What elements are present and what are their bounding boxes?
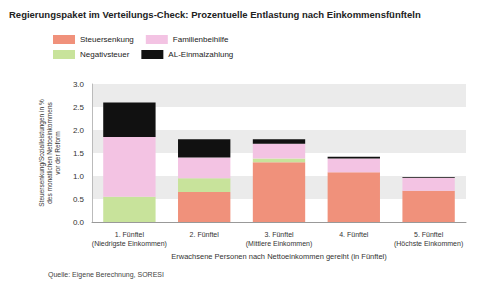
svg-text:4. Fünftel: 4. Fünftel xyxy=(339,231,369,238)
svg-text:des monatlichen Nettoeinkommen: des monatlichen Nettoeinkommens xyxy=(46,101,53,203)
svg-text:Steuersenkung/Sozialleistungen: Steuersenkung/Sozialleistungen in % xyxy=(38,99,46,207)
svg-text:Steuersenkung: Steuersenkung xyxy=(80,35,134,44)
svg-text:5. Fünftel: 5. Fünftel xyxy=(414,231,444,238)
svg-text:2.0: 2.0 xyxy=(73,126,85,135)
svg-text:3.0: 3.0 xyxy=(73,80,85,89)
svg-text:1.0: 1.0 xyxy=(73,172,85,181)
svg-text:(Höchste Einkommen): (Höchste Einkommen) xyxy=(394,240,463,248)
svg-text:Erwachsene Personen nach Netto: Erwachsene Personen nach Nettoeinkommen … xyxy=(171,252,387,261)
svg-text:2.5: 2.5 xyxy=(73,103,85,112)
svg-text:0.5: 0.5 xyxy=(73,195,85,204)
svg-text:Regierungspaket im Verteilungs: Regierungspaket im Verteilungs-Check: Pr… xyxy=(9,9,421,20)
svg-text:Negativsteuer: Negativsteuer xyxy=(80,50,130,59)
svg-text:2. Fünftel: 2. Fünftel xyxy=(190,231,220,238)
svg-text:(Niedrigste Einkommen): (Niedrigste Einkommen) xyxy=(92,240,167,248)
svg-text:1.5: 1.5 xyxy=(73,149,85,158)
svg-text:0.0: 0.0 xyxy=(73,218,85,227)
svg-text:3. Fünftel: 3. Fünftel xyxy=(264,231,294,238)
svg-text:Quelle: Eigene Berechnung, SOR: Quelle: Eigene Berechnung, SORESI xyxy=(48,271,164,279)
svg-text:(Mittlere Einkommen): (Mittlere Einkommen) xyxy=(246,240,313,248)
svg-text:Familienbeihilfe: Familienbeihilfe xyxy=(173,35,229,44)
svg-text:AL-Einmalzahlung: AL-Einmalzahlung xyxy=(168,50,233,59)
svg-text:1. Fünftel: 1. Fünftel xyxy=(115,231,145,238)
svg-text:vor der Reform: vor der Reform xyxy=(54,131,61,174)
